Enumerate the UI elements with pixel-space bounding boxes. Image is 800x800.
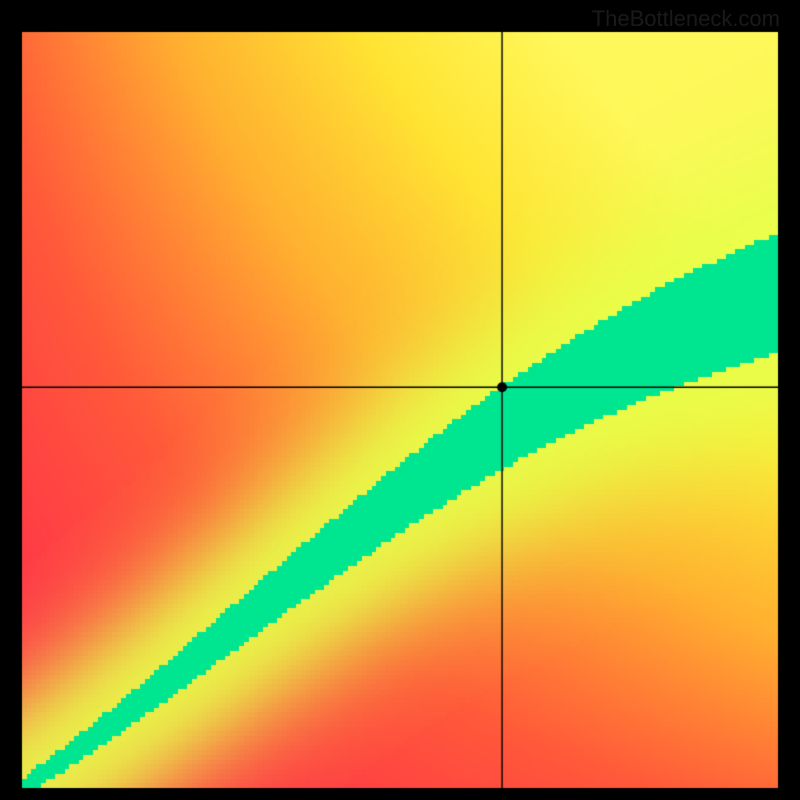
chart-container: TheBottleneck.com xyxy=(0,0,800,800)
watermark-text: TheBottleneck.com xyxy=(592,6,780,32)
bottleneck-heatmap xyxy=(0,0,800,800)
